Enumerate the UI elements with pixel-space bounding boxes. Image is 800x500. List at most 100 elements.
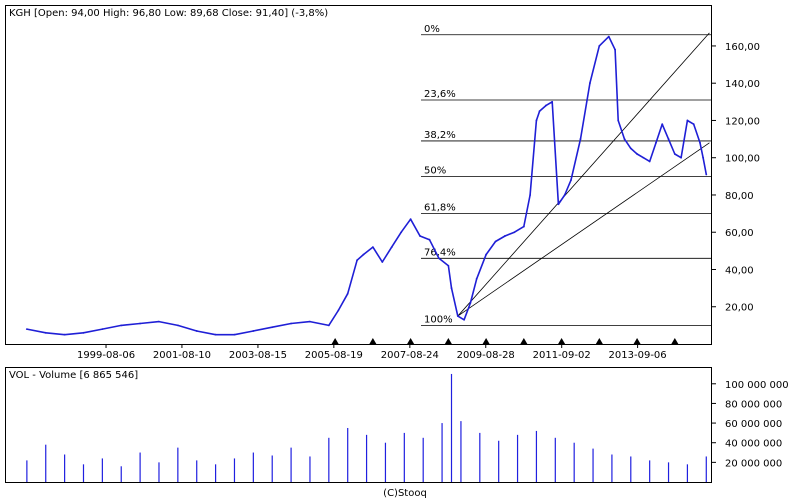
price-point xyxy=(356,259,359,262)
price-header: KGH [Open: 94,00 High: 96,80 Low: 89,68 … xyxy=(9,8,328,19)
price-point xyxy=(447,264,450,267)
volume-bar xyxy=(498,440,500,482)
price-point xyxy=(327,324,330,327)
volume-bar xyxy=(328,437,330,482)
volume-bar xyxy=(516,434,519,482)
volume-panel-frame xyxy=(5,367,712,483)
price-point xyxy=(551,100,554,103)
event-marker xyxy=(444,338,452,344)
price-point xyxy=(214,333,217,336)
price-point xyxy=(450,287,453,290)
price-point xyxy=(139,322,142,325)
fib-level-label: 50% xyxy=(424,165,446,176)
price-y-tick-label: 20,00 xyxy=(725,303,754,314)
price-point xyxy=(271,326,274,329)
volume-bar xyxy=(196,460,198,482)
price-point xyxy=(636,153,638,155)
price-point xyxy=(686,119,689,122)
volume-layer: 20 000 000 40 000 000 60 000 000 80 000 000… xyxy=(26,367,789,483)
x-tick-label: 2001-08-10 xyxy=(153,350,211,361)
price-point xyxy=(513,231,516,234)
volume-y-tick-label: 60 000 000 xyxy=(725,419,782,430)
price-point xyxy=(699,141,701,144)
volume-bar xyxy=(686,464,689,482)
volume-bar xyxy=(365,434,368,482)
price-point xyxy=(485,253,488,256)
price-point xyxy=(176,324,179,327)
volume-bar xyxy=(158,462,160,482)
trend-line xyxy=(457,142,710,317)
volume-bar xyxy=(309,456,311,482)
price-point xyxy=(233,333,236,336)
volume-bar xyxy=(649,460,651,482)
price-point xyxy=(667,138,670,140)
volume-bar xyxy=(64,454,66,482)
x-tick-label: 2007-08-24 xyxy=(381,350,439,361)
price-y-tick-label: 120,00 xyxy=(725,116,760,127)
x-tick-label: 2011-09-02 xyxy=(533,350,591,361)
price-point xyxy=(642,156,645,159)
price-point xyxy=(409,218,412,221)
price-point xyxy=(419,235,421,237)
volume-bar xyxy=(422,437,424,482)
volume-bar xyxy=(347,427,349,482)
volume-bar xyxy=(592,448,594,482)
price-point xyxy=(522,225,525,228)
volume-y-tick-label: 80 000 000 xyxy=(725,399,782,410)
price-point xyxy=(607,35,610,38)
price-point xyxy=(614,48,616,51)
price-point xyxy=(705,173,708,176)
x-tick-label: 1999-08-06 xyxy=(77,350,135,361)
volume-bar xyxy=(554,437,556,482)
volume-bar xyxy=(611,454,613,482)
price-point xyxy=(158,320,160,323)
price-point xyxy=(504,235,506,237)
event-marker xyxy=(482,338,490,344)
price-point xyxy=(494,240,497,243)
price-point xyxy=(692,123,695,126)
price-point xyxy=(544,104,547,107)
volume-bar xyxy=(271,455,273,482)
volume-bar xyxy=(384,442,387,482)
price-point xyxy=(371,246,374,249)
volume-bar xyxy=(45,444,47,482)
volume-bar xyxy=(573,442,575,482)
fib-level-label: 61,8% xyxy=(424,203,456,214)
volume-bar xyxy=(403,432,405,482)
price-point xyxy=(623,138,626,140)
x-tick-label: 2013-09-06 xyxy=(609,350,667,361)
price-layer: 0% 23,6% 38,2% 50% 61,8% 76,4% 100% 20,00 40,00 6… xyxy=(25,5,760,361)
volume-bar xyxy=(139,452,141,482)
price-point xyxy=(598,45,601,47)
volume-y-tick-label: 100 000 000 xyxy=(725,380,789,391)
price-point xyxy=(428,238,431,241)
price-point xyxy=(362,253,365,256)
volume-bar xyxy=(290,447,292,482)
price-point xyxy=(469,302,472,304)
price-point xyxy=(438,257,440,260)
volume-bar xyxy=(479,432,481,482)
price-point xyxy=(589,82,591,85)
price-point xyxy=(563,194,566,196)
price-y-tick-label: 40,00 xyxy=(725,265,754,276)
price-point xyxy=(82,331,85,334)
price-y-tick-label: 60,00 xyxy=(725,228,754,239)
volume-bar xyxy=(177,447,179,482)
x-tick-label: 2003-08-15 xyxy=(229,350,287,361)
price-point xyxy=(120,324,123,327)
price-point xyxy=(463,318,465,321)
volume-y-tick-label: 40 000 000 xyxy=(725,439,782,450)
price-point xyxy=(535,119,538,122)
volume-y-tick-label: 20 000 000 xyxy=(725,458,782,469)
price-point xyxy=(570,179,572,181)
price-point xyxy=(648,160,651,163)
price-point xyxy=(290,322,292,325)
volume-bar xyxy=(705,456,707,482)
volume-bar xyxy=(82,464,85,482)
volume-bar xyxy=(120,466,122,482)
volume-bar xyxy=(101,458,103,482)
volume-bar xyxy=(630,456,632,482)
price-point xyxy=(579,138,582,140)
